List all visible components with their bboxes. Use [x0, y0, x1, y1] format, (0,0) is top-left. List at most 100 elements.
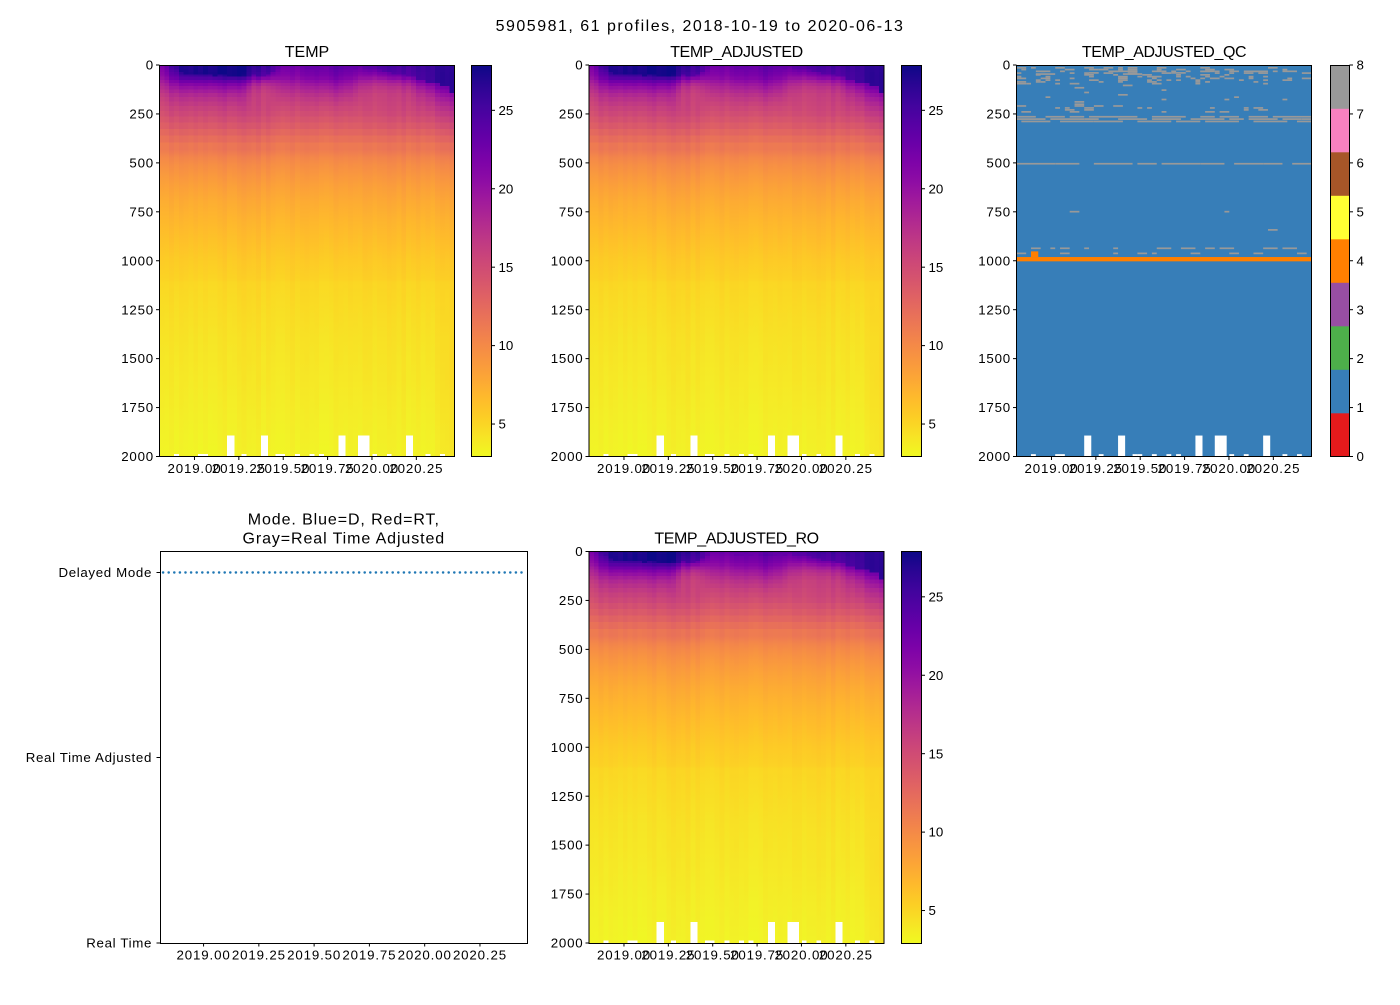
svg-text:1250: 1250 — [121, 302, 154, 317]
svg-text:Real Time Adjusted: Real Time Adjusted — [26, 750, 152, 765]
svg-text:1250: 1250 — [978, 302, 1011, 317]
svg-text:2000: 2000 — [551, 936, 584, 951]
svg-text:10: 10 — [929, 338, 944, 353]
svg-text:2019.00: 2019.00 — [597, 461, 651, 476]
svg-text:TEMP_ADJUSTED_RO: TEMP_ADJUSTED_RO — [654, 531, 818, 548]
svg-text:2020.00: 2020.00 — [398, 948, 452, 963]
svg-text:2019.75: 2019.75 — [342, 948, 396, 963]
svg-text:TEMP: TEMP — [285, 44, 329, 61]
svg-text:TEMP_ADJUSTED_QC: TEMP_ADJUSTED_QC — [1082, 44, 1246, 61]
svg-text:Gray=Real Time Adjusted: Gray=Real Time Adjusted — [243, 531, 446, 548]
svg-text:500: 500 — [559, 642, 584, 657]
svg-text:2000: 2000 — [121, 449, 154, 464]
svg-text:2020.25: 2020.25 — [453, 948, 507, 963]
svg-text:1250: 1250 — [551, 302, 584, 317]
svg-text:250: 250 — [559, 107, 584, 122]
svg-text:5: 5 — [929, 903, 936, 918]
svg-text:1000: 1000 — [551, 253, 584, 268]
svg-text:2019.25: 2019.25 — [641, 948, 695, 963]
svg-text:15: 15 — [929, 260, 944, 275]
svg-text:20: 20 — [929, 181, 944, 196]
svg-text:250: 250 — [129, 107, 154, 122]
svg-text:2019.50: 2019.50 — [287, 948, 341, 963]
svg-text:2000: 2000 — [978, 449, 1011, 464]
svg-text:5: 5 — [929, 417, 936, 432]
svg-text:2019.25: 2019.25 — [212, 461, 266, 476]
svg-text:1500: 1500 — [551, 838, 584, 853]
svg-text:2020.25: 2020.25 — [1246, 461, 1300, 476]
svg-text:2019.00: 2019.00 — [167, 461, 221, 476]
svg-text:10: 10 — [929, 825, 944, 840]
svg-text:Real Time: Real Time — [86, 936, 152, 951]
svg-text:2000: 2000 — [551, 449, 584, 464]
svg-text:250: 250 — [986, 107, 1011, 122]
svg-text:2019.75: 2019.75 — [301, 461, 355, 476]
svg-text:2020.00: 2020.00 — [774, 948, 828, 963]
svg-text:750: 750 — [559, 691, 584, 706]
svg-text:5: 5 — [1357, 204, 1364, 219]
svg-text:5: 5 — [499, 417, 506, 432]
svg-text:0: 0 — [1357, 449, 1364, 464]
svg-text:TEMP_ADJUSTED: TEMP_ADJUSTED — [670, 44, 803, 61]
svg-text:1250: 1250 — [551, 789, 584, 804]
svg-text:2020.00: 2020.00 — [345, 461, 399, 476]
svg-text:25: 25 — [929, 589, 944, 604]
svg-text:20: 20 — [499, 181, 514, 196]
svg-text:500: 500 — [129, 155, 154, 170]
svg-text:1750: 1750 — [121, 400, 154, 415]
svg-text:7: 7 — [1357, 107, 1364, 122]
svg-text:250: 250 — [559, 593, 584, 608]
svg-text:2019.50: 2019.50 — [686, 461, 740, 476]
svg-text:1750: 1750 — [551, 400, 584, 415]
svg-text:5905981, 61 profiles, 2018-10-: 5905981, 61 profiles, 2018-10-19 to 2020… — [496, 18, 905, 35]
svg-text:2019.00: 2019.00 — [597, 948, 651, 963]
svg-text:1500: 1500 — [121, 351, 154, 366]
svg-text:0: 0 — [146, 58, 154, 73]
svg-text:2020.25: 2020.25 — [819, 461, 873, 476]
svg-text:15: 15 — [499, 260, 514, 275]
svg-text:2: 2 — [1357, 351, 1364, 366]
svg-text:2019.75: 2019.75 — [730, 461, 784, 476]
svg-text:20: 20 — [929, 668, 944, 683]
svg-text:2019.25: 2019.25 — [1069, 461, 1123, 476]
svg-text:2020.25: 2020.25 — [819, 948, 873, 963]
svg-text:0: 0 — [575, 58, 583, 73]
svg-text:Delayed Mode: Delayed Mode — [58, 565, 152, 580]
svg-text:25: 25 — [499, 103, 514, 118]
svg-text:25: 25 — [929, 103, 944, 118]
svg-text:0: 0 — [575, 544, 583, 559]
svg-text:10: 10 — [499, 338, 514, 353]
svg-text:2019.25: 2019.25 — [641, 461, 695, 476]
svg-text:1750: 1750 — [551, 887, 584, 902]
svg-text:2019.75: 2019.75 — [730, 948, 784, 963]
svg-text:2019.50: 2019.50 — [686, 948, 740, 963]
svg-text:1000: 1000 — [551, 740, 584, 755]
svg-text:1500: 1500 — [551, 351, 584, 366]
svg-text:Mode. Blue=D, Red=RT,: Mode. Blue=D, Red=RT, — [248, 512, 440, 529]
svg-text:4: 4 — [1357, 253, 1364, 268]
svg-text:750: 750 — [129, 204, 154, 219]
svg-text:2019.00: 2019.00 — [1024, 461, 1078, 476]
svg-text:2019.75: 2019.75 — [1158, 461, 1212, 476]
svg-text:2020.00: 2020.00 — [774, 461, 828, 476]
svg-text:1750: 1750 — [978, 400, 1011, 415]
svg-text:2019.50: 2019.50 — [1113, 461, 1167, 476]
svg-text:8: 8 — [1357, 58, 1364, 73]
svg-text:2020.00: 2020.00 — [1202, 461, 1256, 476]
svg-text:2019.50: 2019.50 — [256, 461, 310, 476]
svg-text:1500: 1500 — [978, 351, 1011, 366]
svg-text:2019.00: 2019.00 — [177, 948, 231, 963]
svg-text:15: 15 — [929, 746, 944, 761]
svg-text:2019.25: 2019.25 — [232, 948, 286, 963]
svg-text:1: 1 — [1357, 400, 1364, 415]
svg-text:2020.25: 2020.25 — [389, 461, 443, 476]
svg-text:500: 500 — [559, 155, 584, 170]
svg-text:1000: 1000 — [978, 253, 1011, 268]
svg-text:750: 750 — [559, 204, 584, 219]
svg-text:3: 3 — [1357, 302, 1364, 317]
svg-text:500: 500 — [986, 155, 1011, 170]
svg-text:6: 6 — [1357, 155, 1364, 170]
svg-text:0: 0 — [1003, 58, 1011, 73]
svg-text:750: 750 — [986, 204, 1011, 219]
svg-text:1000: 1000 — [121, 253, 154, 268]
